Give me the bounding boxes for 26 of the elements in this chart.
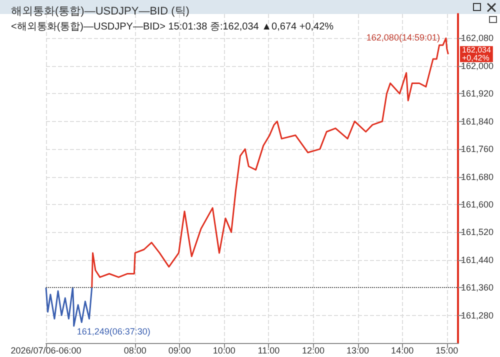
y-tick-label: 161,360 [461,282,494,293]
y-tick-label: 162,000 [461,60,494,71]
x-tick-label: 14:00 [391,346,414,356]
x-tick-label: 09:00 [168,346,191,356]
y-tick-label: 161,840 [461,116,494,126]
x-tick-label: 2026/07/06-06:00 [10,346,82,356]
x-tick-label: 10:00 [212,346,236,356]
x-tick-label: 08:00 [124,346,146,356]
chart-title: 해외통화(통합)—USDJPY—BID (틱) [11,6,190,18]
x-tick-label: 15:00 [436,346,458,356]
annotation: 161,249(06:37:30) [76,326,150,337]
y-tick-label: 161,920 [461,88,494,99]
y-tick-label: 161,440 [461,254,494,265]
text: <해외통화(통합)—USDJPY—BID> 15:01:38 종:162,034 ▲0,674 +0,42% [11,22,334,32]
annotation: 162,080(14:59:01) [366,32,440,43]
x-tick-label: 13:00 [346,346,370,356]
y-tick-label: 162,080 [461,33,494,44]
y-tick-label: 161,760 [461,144,494,154]
y-tick-label: 161,600 [461,199,494,210]
annotation: 162,034 +0,42% [462,46,492,63]
y-tick-label: 161,520 [461,227,494,238]
x-tick-label: 11:00 [258,346,280,356]
y-tick-label: 161,680 [461,172,494,182]
line-series [45,286,93,327]
x-tick-label: 12:00 [302,346,325,356]
y-tick-label: 161,280 [461,310,494,320]
